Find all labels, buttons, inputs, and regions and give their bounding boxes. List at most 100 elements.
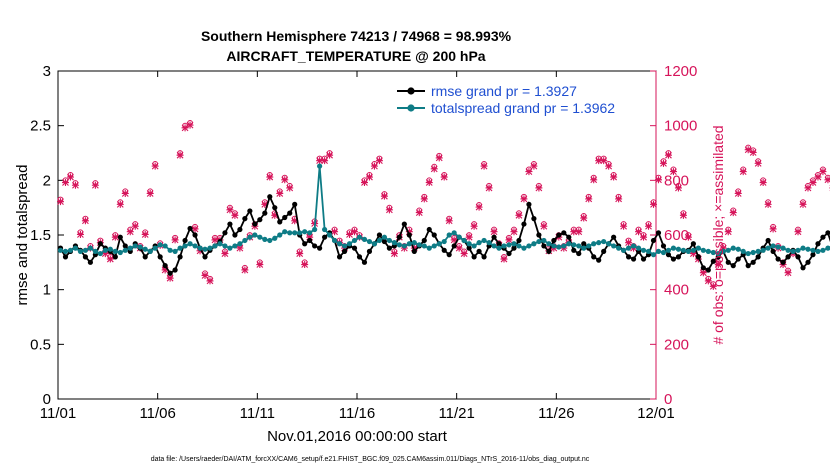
obs-assimilated-point [291,217,299,225]
rmse-point [675,254,682,260]
obs-assimilated-point [654,176,662,184]
obs-assimilated-point [286,184,294,192]
rmse-point [660,243,667,249]
obs-assimilated-point [709,282,717,290]
totalspread-point [596,240,602,246]
totalspread-point [117,249,123,256]
obs-assimilated-point [316,157,324,165]
rmse-point [177,254,183,260]
chart-title: Southern Hemisphere 74213 / 74968 = 98.9… [201,28,512,44]
obs-assimilated-point [91,181,99,189]
totalspread-point [77,248,84,254]
totalspread-point [376,237,383,244]
rmse-point [795,254,801,260]
obs-assimilated-point [196,247,204,255]
totalspread-point [541,237,547,244]
obs-assimilated-point [121,189,129,197]
totalspread-point [516,243,522,249]
totalspread-point [561,243,567,249]
obs-assimilated-point [739,168,747,176]
totalspread-point [591,241,597,247]
totalspread-point [775,244,781,250]
totalspread-point [142,246,148,252]
rmse-point [267,194,273,200]
totalspread-point [501,243,507,249]
rmse-point [451,243,457,249]
totalspread-point [312,226,318,233]
obs-assimilated-point [510,228,518,236]
rmse-point [446,252,452,258]
totalspread-point [496,245,502,251]
rmse-point [730,263,736,269]
obs-assimilated-point [56,198,64,206]
rmse-point [810,252,816,258]
rmse-point [516,237,522,244]
obs-assimilated-point [749,148,757,156]
rmse-point [466,245,472,251]
totalspread-point [307,230,313,236]
obs-assimilated-point [819,168,827,176]
rmse-point [162,263,168,269]
rmse-point [406,232,412,238]
obs-assimilated-point [794,228,802,236]
obs-assimilated-point [475,203,483,211]
obs-assimilated-point [146,189,154,197]
totalspread-point [456,234,462,240]
obs-assimilated-point [505,236,513,244]
obs-assimilated-point [744,146,752,154]
obs-assimilated-point [615,195,623,203]
rmse-point [172,267,178,273]
totalspread-point [506,242,512,248]
totalspread-point [217,241,223,247]
obs-assimilated-point [610,173,618,181]
rmse-point [521,221,527,227]
rmse-point [227,221,233,227]
rmse-point [277,219,283,225]
rmse-point [381,238,388,245]
rmse-point [805,259,811,265]
obs-assimilated-point [580,214,588,222]
rmse-point [695,254,701,260]
totalspread-point [112,248,118,254]
totalspread-point [416,242,422,248]
rmse-point [710,258,716,264]
rmse-point [690,241,696,247]
totalspread-point [765,245,771,251]
totalspread-point [197,245,203,251]
obs-assimilated-point [201,271,209,279]
obs-assimilated-point [116,200,124,208]
totalspread-point [566,241,572,247]
y-tick-label: 1 [43,282,51,299]
rmse-point [815,241,821,247]
legend-rmse-label: rmse grand pr = 1.3927 [431,83,577,99]
obs-assimilated-point [71,181,79,189]
totalspread-point [406,241,412,247]
obs-assimilated-point [470,222,478,230]
totalspread-point [102,247,108,253]
obs-assimilated-point [191,225,199,233]
obs-assimilated-point [480,162,488,170]
rmse-point [237,226,243,233]
totalspread-point [760,247,766,253]
obs-assimilated-point [525,168,533,176]
y-tick-label: 0 [43,391,51,408]
rmse-point [511,245,517,251]
rmse-point [341,248,348,254]
obs-assimilated-point [699,269,707,277]
legend-totalspread-label: totalspread grand pr = 1.3962 [431,100,615,116]
totalspread-point [526,243,532,249]
obs-assimilated-point [590,176,598,184]
obs-assimilated-point [465,233,473,241]
totalspread-point [710,249,716,256]
totalspread-point [152,245,158,251]
totalspread-point [137,244,143,250]
obs-assimilated-point [620,222,628,230]
rmse-point [775,256,781,262]
rmse-point [376,232,383,238]
totalspread-point [695,245,701,251]
obs-assimilated-point [76,230,84,238]
obs-assimilated-point [66,173,74,181]
rmse-point [561,230,567,236]
obs-assimilated-point [734,189,742,197]
rmse-point [87,259,93,265]
